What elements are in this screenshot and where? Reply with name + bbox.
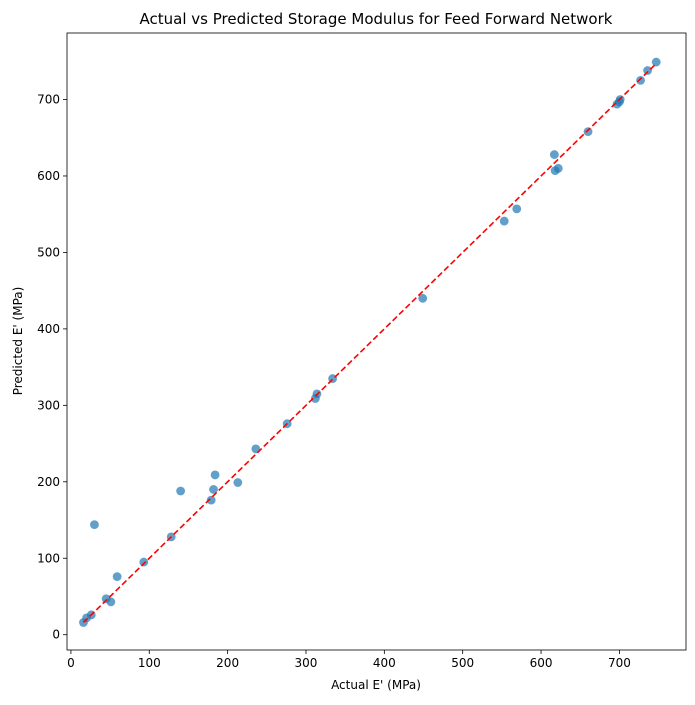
reference-line [82, 63, 657, 624]
scatter-point [651, 57, 661, 67]
x-tick-label: 300 [295, 656, 318, 670]
plot-frame [66, 32, 687, 651]
y-axis: 0 100 200 300 400 500 600 700 [37, 93, 67, 642]
scatter-point [210, 470, 220, 480]
scatter-point [553, 163, 563, 173]
y-axis-label: Predicted E' (MPa) [11, 287, 25, 396]
x-tick-label: 100 [138, 656, 161, 670]
scatter-point [643, 66, 653, 75]
scatter-point [176, 486, 186, 496]
scatter-point [636, 76, 645, 85]
scatter-point [106, 597, 116, 607]
y-tick-label: 400 [37, 322, 60, 336]
y-tick-label: 100 [37, 551, 60, 565]
scatter-point [549, 150, 559, 159]
x-tick-label: 200 [216, 656, 239, 670]
chart-title: Actual vs Predicted Storage Modulus for … [140, 10, 613, 28]
scatter-point [233, 478, 243, 487]
x-tick-label: 600 [530, 656, 553, 670]
scatter-point [209, 485, 218, 494]
x-tick-label: 700 [608, 656, 631, 670]
scatter-point [583, 127, 593, 137]
y-tick-label: 200 [37, 475, 60, 489]
y-tick-label: 0 [52, 628, 60, 642]
scatter-point [139, 557, 149, 567]
x-axis-label: Actual E' (MPa) [331, 678, 421, 692]
y-tick-label: 500 [37, 245, 60, 259]
scatter-point [512, 204, 522, 214]
y-tick-label: 300 [37, 398, 60, 412]
scatter-point [499, 216, 509, 226]
scatter-point [112, 572, 122, 582]
scatter-point [90, 520, 99, 530]
scatter-point [418, 293, 428, 303]
x-tick-label: 0 [67, 656, 75, 670]
x-tick-label: 500 [451, 656, 474, 670]
y-tick-label: 600 [37, 169, 60, 183]
plot-content [79, 57, 661, 627]
scatter-point [206, 495, 216, 505]
y-tick-label: 700 [37, 93, 60, 107]
x-tick-label: 400 [373, 656, 396, 670]
x-axis: 0 100 200 300 400 500 600 700 [67, 650, 631, 670]
